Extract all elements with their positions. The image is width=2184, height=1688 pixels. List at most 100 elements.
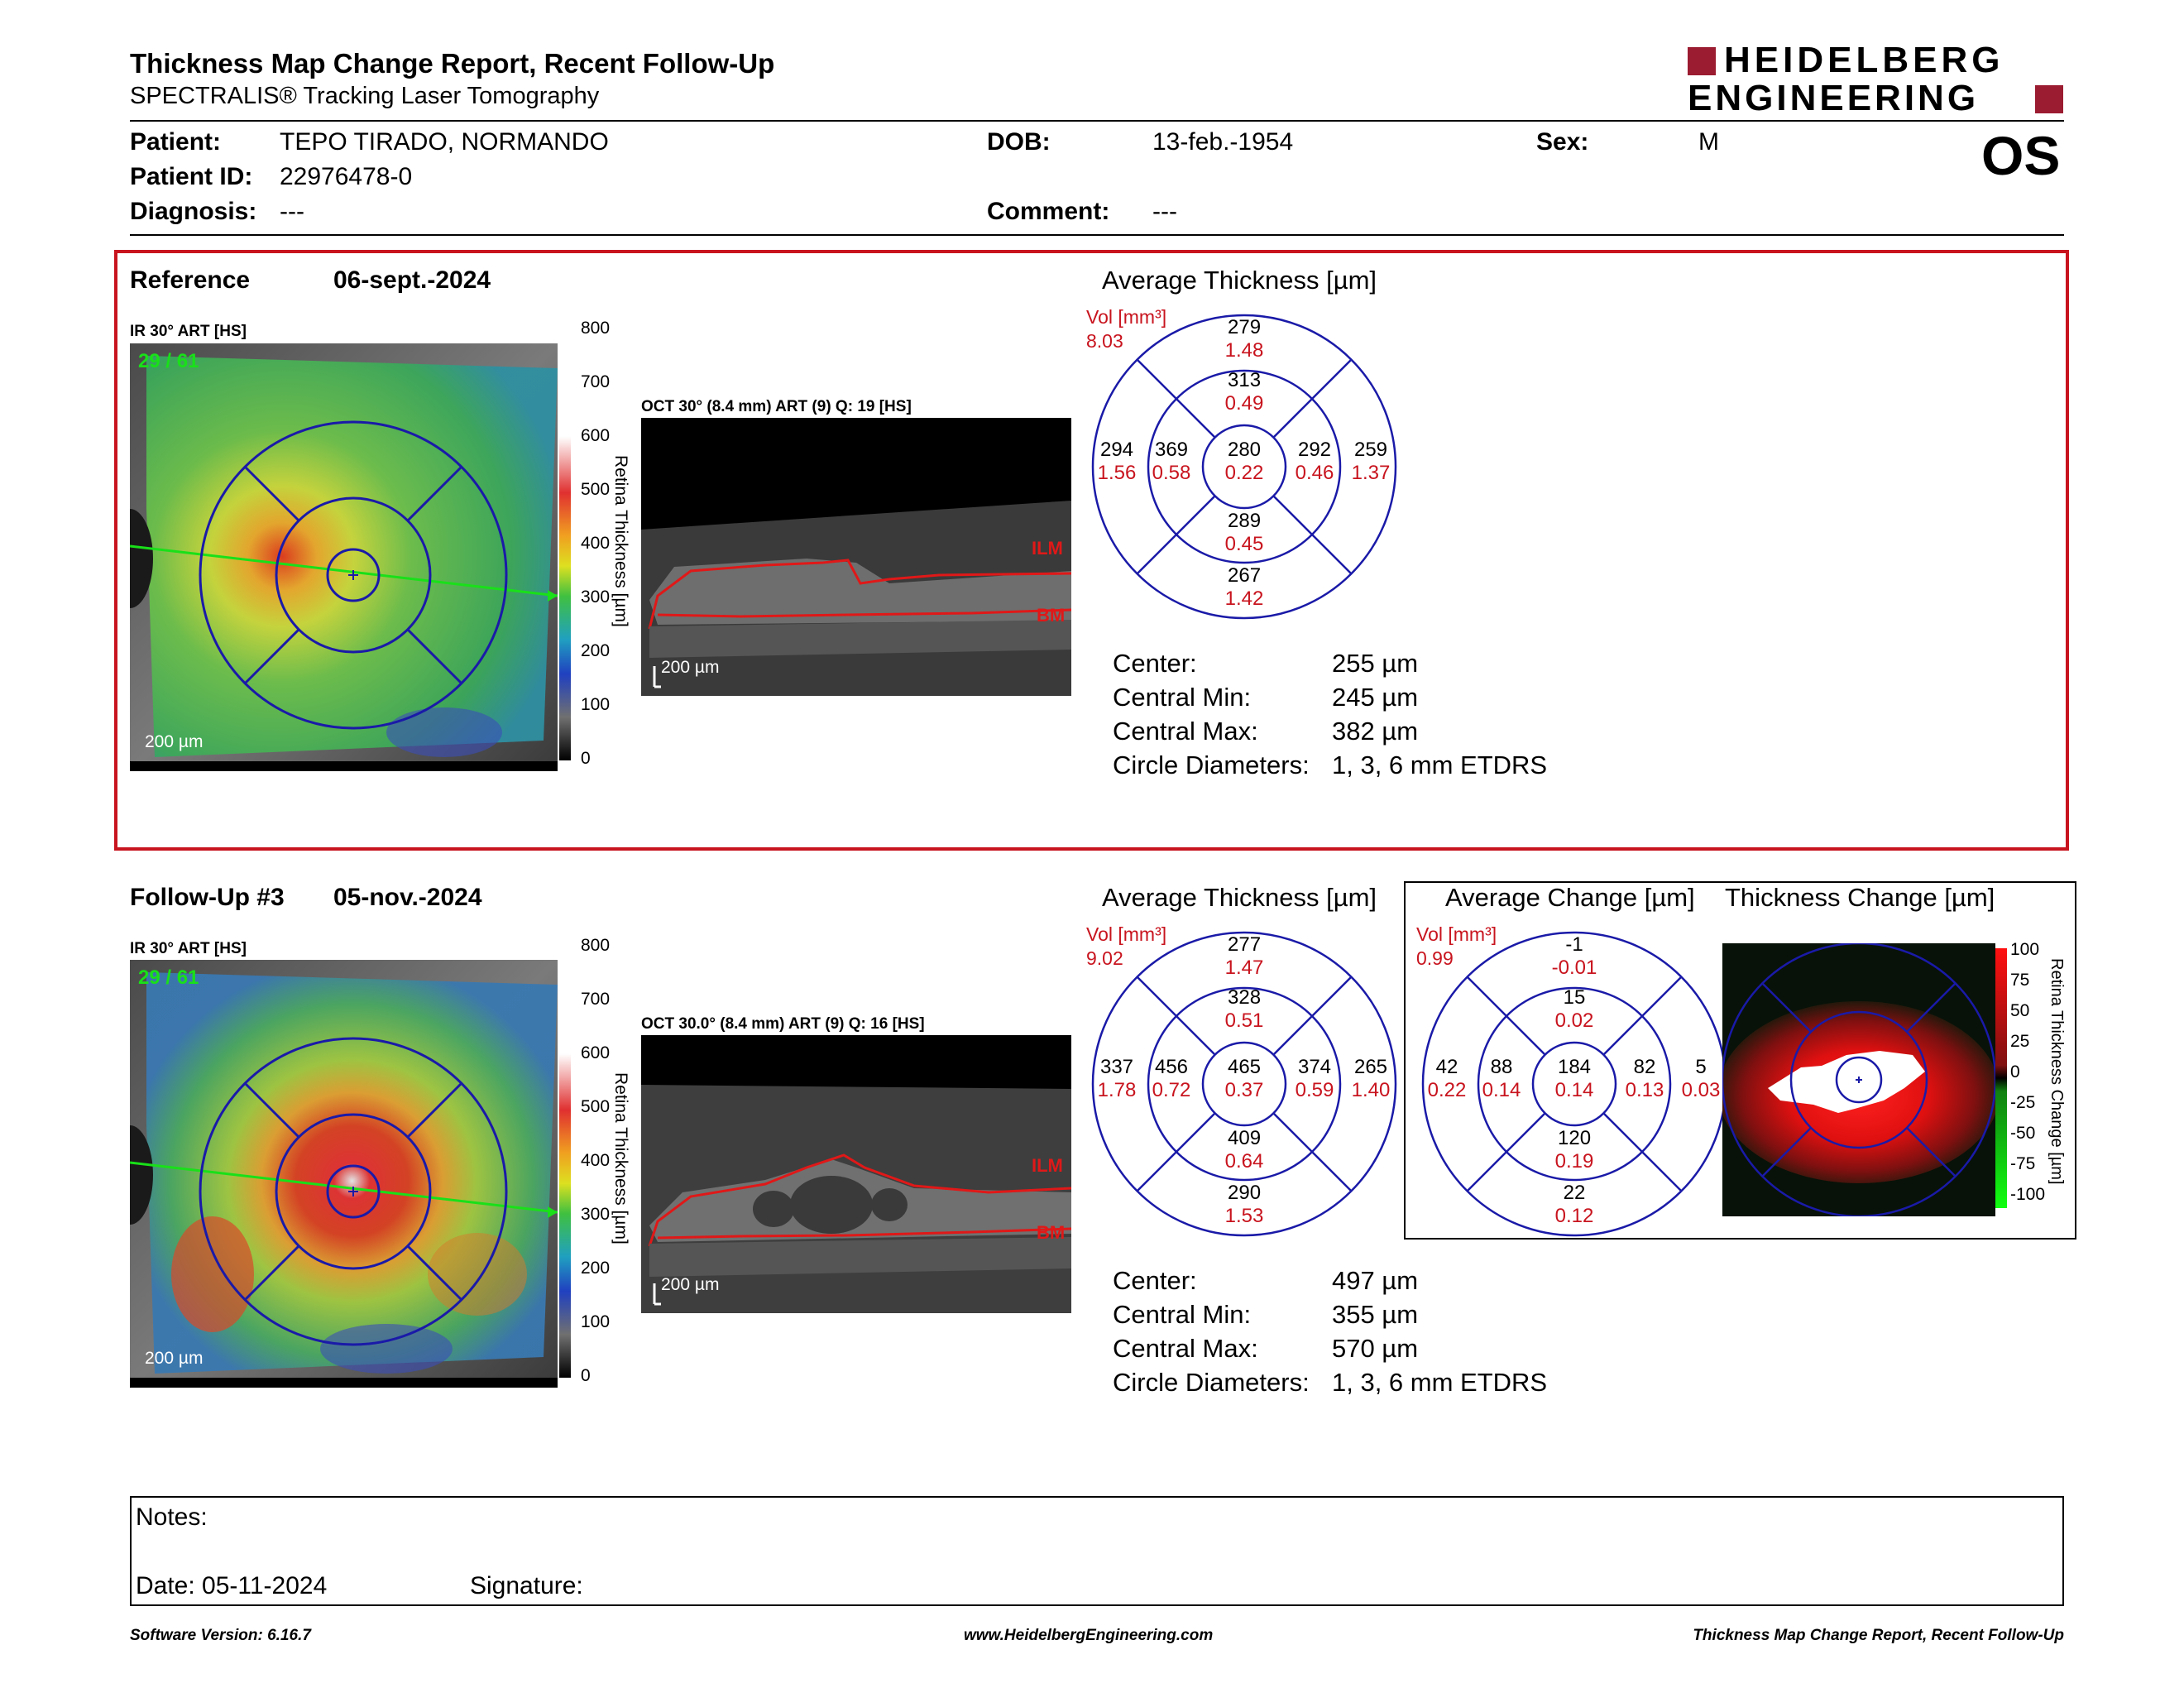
fu-outer-left-volume: 1.78	[1097, 1079, 1137, 1101]
chg-tick-neg50: -50	[2010, 1124, 2036, 1143]
dob-value: 13-feb.-1954	[1152, 128, 1294, 156]
fu-etdrs-values: 277 1.47 328 0.51 337 1.78 456 0.72 465 …	[1090, 930, 1398, 1238]
chg-tick-0: 0	[2010, 1062, 2020, 1081]
ref-outer-bottom-thickness: 267	[1228, 564, 1262, 587]
ref-ir-scalebar: 200 µm	[145, 732, 204, 751]
chg-tick-25: 25	[2010, 1032, 2030, 1051]
ref-colorbar	[559, 328, 571, 760]
fu-outer-top-thickness: 277	[1228, 933, 1262, 956]
chg-outer-left-thickness: 42	[1435, 1056, 1458, 1078]
sex-label: Sex:	[1536, 128, 1589, 156]
fu-central-min-label: Central Min:	[1113, 1300, 1252, 1329]
fu-colorbar-title: Retina Thickness [µm]	[611, 1072, 630, 1244]
followup-date: 05-nov.-2024	[333, 884, 482, 911]
change-colorbar-ticks: 100 75 50 25 0 -25 -50 -75 -100	[2010, 940, 2045, 1213]
dob-label: DOB:	[987, 128, 1051, 156]
ref-outer-bottom-volume: 1.42	[1224, 587, 1264, 610]
ref-etdrs-values: 279 1.48 313 0.49 294 1.56 369 0.58 280 …	[1090, 313, 1398, 621]
ref-inner-left-thickness: 369	[1154, 439, 1189, 461]
reference-frame	[114, 250, 2069, 851]
chg-center-thickness: 184	[1557, 1056, 1592, 1078]
avg-change-title: Average Change [µm]	[1445, 883, 1695, 912]
fu-circle-diameters-value: 1, 3, 6 mm ETDRS	[1332, 1368, 1548, 1397]
fu-outer-bottom-thickness: 290	[1228, 1182, 1262, 1204]
notes-label[interactable]: Notes:	[136, 1503, 208, 1531]
fu-tick-500: 500	[581, 1097, 611, 1116]
header-divider	[130, 120, 2064, 122]
fu-inner-right-thickness: 374	[1297, 1056, 1332, 1078]
patient-label: Patient:	[130, 128, 222, 156]
ref-ir-label: IR 30° ART [HS]	[130, 323, 247, 340]
fu-center-label: Center:	[1113, 1266, 1197, 1295]
logo-text-engineering: ENGINEERING	[1688, 78, 1980, 118]
ref-ir-image: 29 / 61 200 µm	[107, 343, 558, 771]
chg-inner-right-thickness: 82	[1633, 1056, 1656, 1078]
footer-report-name: Thickness Map Change Report, Recent Foll…	[1693, 1627, 2064, 1644]
chg-outer-right-volume: 0.03	[1681, 1079, 1721, 1101]
change-vol-value: 0.99	[1416, 947, 1454, 969]
fu-oct-label: OCT 30.0° (8.4 mm) ART (9) Q: 16 [HS]	[641, 1015, 925, 1033]
chg-outer-top-volume: -0.01	[1551, 957, 1597, 979]
ref-outer-left-volume: 1.56	[1097, 462, 1137, 484]
fu-central-max-value: 570 µm	[1332, 1334, 1419, 1363]
chg-outer-bottom-volume: 0.12	[1554, 1205, 1594, 1227]
fu-central-max-label: Central Max:	[1113, 1334, 1258, 1363]
ref-central-max-label: Central Max:	[1113, 717, 1258, 746]
chg-tick-neg75: -75	[2010, 1154, 2036, 1173]
ref-colorbar-ticks: 800 700 600 500 400 300 200 100 0	[581, 319, 614, 768]
ref-inner-right-thickness: 292	[1297, 439, 1332, 461]
fu-tick-400: 400	[581, 1151, 611, 1170]
chg-outer-left-volume: 0.22	[1427, 1079, 1467, 1101]
ref-inner-bottom-thickness: 289	[1228, 510, 1262, 532]
ref-central-min-label: Central Min:	[1113, 683, 1252, 712]
chg-inner-top-thickness: 15	[1563, 986, 1586, 1009]
change-colorbar-title: Retina Thickness Change [µm]	[2048, 958, 2066, 1185]
fu-outer-right-thickness: 265	[1353, 1056, 1388, 1078]
change-frame	[1404, 881, 2076, 1240]
patient-id-label: Patient ID:	[130, 163, 253, 190]
patient-id: 22976478-0	[280, 163, 413, 190]
ref-outer-top-volume: 1.48	[1224, 339, 1264, 362]
ref-circle-diameters-label: Circle Diameters:	[1113, 750, 1310, 779]
patient-name: TEPO TIRADO, NORMANDO	[280, 128, 609, 156]
report-title: Thickness Map Change Report, Recent Foll…	[130, 48, 775, 79]
fu-inner-top-thickness: 328	[1228, 986, 1262, 1009]
ref-outer-left-thickness: 294	[1099, 439, 1134, 461]
diagnosis-label: Diagnosis:	[130, 198, 257, 225]
fu-inner-left-volume: 0.72	[1152, 1079, 1191, 1101]
reference-label: Reference	[130, 266, 251, 294]
ref-vol-label: Vol [mm³]	[1086, 306, 1167, 328]
ref-oct-ilm-label: ILM	[1032, 538, 1063, 559]
fu-tick-600: 600	[581, 1043, 611, 1062]
fu-central-min-value: 355 µm	[1332, 1300, 1419, 1329]
chg-inner-bottom-thickness: 120	[1558, 1127, 1592, 1149]
fu-tick-0: 0	[581, 1366, 591, 1385]
ref-center-thickness: 280	[1227, 439, 1262, 461]
fu-center-value: 497 µm	[1332, 1266, 1419, 1295]
ref-inner-right-volume: 0.46	[1295, 462, 1334, 484]
reference-date: 06-sept.-2024	[333, 266, 491, 294]
notes-box	[130, 1496, 2064, 1606]
fu-circle-diameters-label: Circle Diameters:	[1113, 1368, 1310, 1397]
chg-outer-top-thickness: -1	[1565, 933, 1583, 956]
ref-tick-200: 200	[581, 641, 611, 660]
ref-tick-600: 600	[581, 426, 611, 445]
ref-inner-bottom-volume: 0.45	[1224, 533, 1264, 555]
chg-inner-left-volume: 0.14	[1482, 1079, 1521, 1101]
fu-outer-right-volume: 1.40	[1351, 1079, 1391, 1101]
signature-label[interactable]: Signature:	[470, 1572, 583, 1599]
ref-inner-top-volume: 0.49	[1224, 392, 1264, 415]
fu-inner-top-volume: 0.51	[1224, 1009, 1264, 1032]
footer-website[interactable]: www.HeidelbergEngineering.com	[964, 1627, 1214, 1644]
chg-inner-right-volume: 0.13	[1625, 1079, 1664, 1101]
ref-colorbar-title: Retina Thickness [µm]	[611, 455, 630, 627]
fu-ir-label: IR 30° ART [HS]	[130, 940, 247, 957]
ref-tick-700: 700	[581, 372, 611, 391]
ref-inner-top-thickness: 313	[1228, 369, 1262, 391]
ref-oct-image: ILM BM 200 µm	[641, 418, 1072, 696]
thickness-change-title: Thickness Change [µm]	[1725, 883, 1995, 912]
sex-value: M	[1698, 128, 1719, 156]
patient-divider	[130, 234, 2064, 236]
fu-tick-100: 100	[581, 1312, 611, 1331]
diagnosis-value: ---	[280, 198, 304, 225]
